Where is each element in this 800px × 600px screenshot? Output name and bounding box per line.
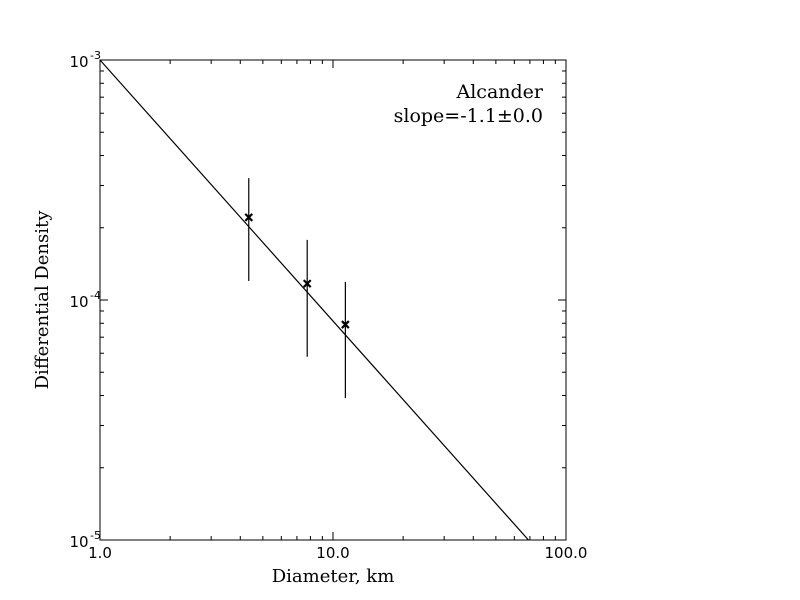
data-point — [244, 178, 254, 281]
annotation-slope: slope=-1.1±0.0 — [394, 105, 543, 127]
tick-labels: 1.0 10.0 100.010-310-410-5 — [69, 49, 587, 562]
fit-line — [99, 59, 529, 541]
x-tick-label: 10.0 — [316, 544, 349, 562]
plot-frame — [99, 59, 567, 541]
point-marker — [244, 213, 254, 222]
y-tick-label: 10 -5 — [69, 529, 101, 551]
data-point — [341, 281, 350, 399]
y-tick-label-exponent: -3 — [90, 49, 101, 62]
x-tick-label: 100.0 — [545, 544, 588, 562]
x-axis-label: Diameter, km — [272, 566, 395, 587]
y-tick-label-base: 10 — [69, 53, 88, 71]
y-tick-label: 10 -4 — [69, 289, 101, 311]
data-point — [302, 239, 312, 357]
axis-ticks — [99, 59, 567, 541]
y-tick-label: 10 -3 — [69, 49, 101, 71]
y-axis-label: Differential Density — [32, 210, 53, 390]
data-points — [244, 178, 350, 399]
y-tick-label-base: 10 — [69, 293, 88, 311]
y-tick-label-exponent: -4 — [90, 289, 101, 302]
annotation-name: Alcander — [456, 81, 544, 103]
y-tick-label-base: 10 — [69, 533, 88, 551]
point-marker — [302, 279, 312, 288]
y-tick-label-exponent: -5 — [90, 529, 101, 542]
x-tick-label: 1.0 — [88, 544, 112, 562]
point-marker — [341, 320, 350, 329]
